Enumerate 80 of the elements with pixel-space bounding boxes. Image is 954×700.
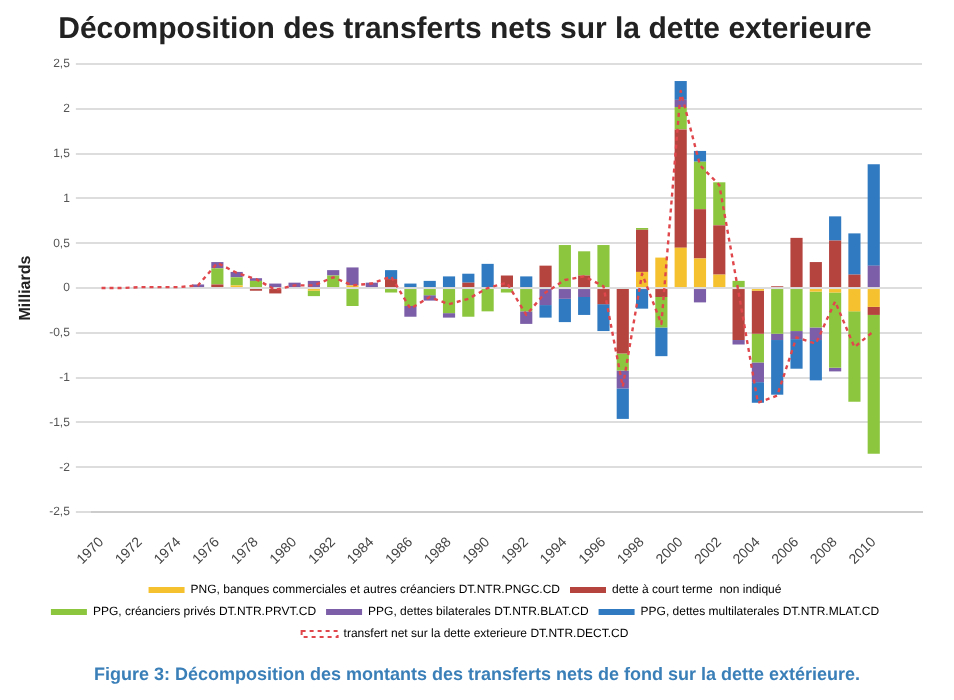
bar — [230, 277, 243, 286]
bar — [481, 289, 494, 312]
bar — [771, 289, 784, 334]
bar — [558, 298, 571, 323]
bar — [771, 333, 784, 341]
bar — [829, 292, 842, 368]
bar — [462, 273, 475, 283]
bar — [539, 289, 552, 306]
bar — [635, 289, 649, 309]
bar — [867, 265, 880, 288]
chart-title: Décomposition des transferts nets sur la dette exterieure — [58, 12, 872, 47]
bar — [809, 327, 822, 341]
bar — [829, 240, 842, 288]
bar — [597, 245, 610, 288]
line-series — [100, 89, 875, 404]
bar — [346, 267, 359, 286]
bar — [578, 289, 591, 298]
bar — [462, 289, 475, 317]
bar — [481, 263, 494, 288]
bar — [520, 311, 533, 324]
bar — [867, 289, 880, 307]
bar — [423, 289, 436, 296]
bar — [771, 340, 784, 395]
bar — [693, 161, 707, 210]
bar — [539, 305, 552, 318]
bar — [848, 274, 861, 288]
bar — [616, 388, 629, 419]
bar — [848, 233, 861, 275]
bar — [211, 268, 224, 285]
bar — [520, 289, 533, 312]
bar — [539, 265, 552, 288]
bar — [848, 311, 861, 402]
bar — [520, 276, 533, 288]
bar — [713, 274, 726, 288]
bar — [346, 289, 359, 306]
bar — [597, 304, 610, 332]
bar — [693, 289, 707, 303]
bar — [655, 289, 668, 298]
bar — [790, 237, 803, 288]
bar — [558, 245, 571, 288]
bar — [558, 289, 571, 299]
bar — [674, 247, 687, 288]
bar — [307, 290, 320, 297]
bar — [713, 225, 726, 275]
bar — [616, 289, 629, 354]
bar — [442, 289, 456, 314]
bar — [867, 314, 880, 454]
bar — [693, 209, 707, 259]
bar — [809, 340, 822, 381]
bar — [578, 251, 591, 276]
bar — [732, 289, 745, 341]
bar — [327, 270, 340, 276]
bar — [790, 331, 803, 340]
bar — [790, 289, 803, 332]
bar — [751, 362, 764, 383]
bar — [809, 262, 822, 288]
bar — [249, 280, 263, 288]
bar — [423, 280, 436, 288]
bar — [713, 182, 726, 226]
bar — [404, 305, 417, 317]
bar — [597, 289, 610, 305]
bar — [674, 129, 687, 248]
bar — [829, 216, 842, 241]
bar — [674, 81, 687, 100]
bar — [578, 297, 591, 315]
bar — [790, 339, 803, 369]
bar — [867, 164, 880, 266]
bar — [655, 327, 668, 357]
bar — [751, 290, 764, 334]
y-axis-title: Milliards — [16, 254, 35, 321]
bar — [751, 333, 764, 363]
bar — [809, 291, 822, 328]
bar — [693, 258, 707, 288]
bar — [442, 276, 456, 288]
bar — [635, 229, 649, 272]
caption: Figure 3: Décomposition des montants des transferts nets de fond sur la dette extérieure. — [91, 664, 863, 684]
bar — [462, 282, 475, 288]
bar — [404, 289, 417, 306]
bar — [867, 306, 880, 315]
bar — [848, 289, 861, 312]
